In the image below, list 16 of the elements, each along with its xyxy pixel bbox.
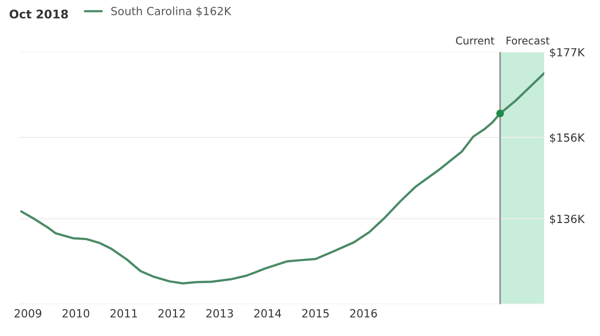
line-series	[20, 72, 544, 284]
y-tick-label: $156K	[550, 133, 585, 144]
y-tick-label: $177K	[550, 48, 585, 58]
x-tick-label: 2015	[302, 309, 329, 318]
x-tick-label: 2010	[62, 309, 90, 318]
x-tick-label: 2012	[158, 309, 185, 318]
x-tick-label: 2014	[254, 309, 282, 318]
x-tick-label: 2016	[350, 309, 377, 318]
ref-line-label: Current	[456, 36, 494, 45]
x-tick-label: 2013	[206, 309, 233, 318]
y-tick-label: $136K	[550, 214, 585, 225]
chart-title: Oct 2018	[10, 10, 68, 19]
x-tick-label: 2009	[14, 309, 42, 318]
x-tick-label: 2011	[110, 309, 137, 318]
band-label: Forecast	[506, 36, 550, 45]
legend-label: South Carolina $162K	[111, 6, 232, 17]
